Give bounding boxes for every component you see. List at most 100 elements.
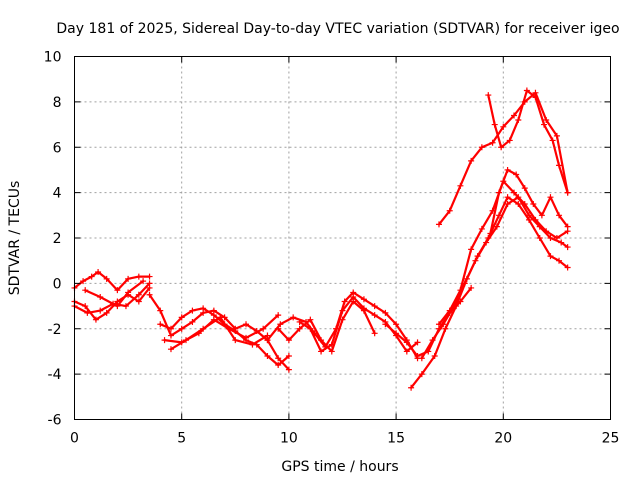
x-tick-label: 25 — [602, 431, 620, 447]
data-point — [511, 189, 518, 196]
data-point — [84, 309, 91, 316]
data-point — [264, 337, 271, 344]
data-point — [564, 223, 571, 230]
data-point — [140, 278, 147, 285]
data-point — [97, 307, 104, 314]
data-point — [146, 291, 153, 298]
data-point — [275, 325, 282, 332]
y-tick-label: 10 — [44, 50, 62, 66]
data-point — [513, 171, 520, 178]
series-markers-track-1 — [71, 269, 153, 294]
data-point — [275, 362, 282, 369]
data-point — [360, 296, 367, 303]
data-point — [498, 144, 505, 151]
data-point — [556, 257, 563, 264]
data-point — [478, 144, 485, 151]
data-point — [243, 321, 250, 328]
data-point — [446, 307, 453, 314]
data-point — [549, 137, 556, 144]
data-point — [491, 121, 498, 128]
data-point — [341, 298, 348, 305]
data-point — [553, 132, 560, 139]
data-point — [122, 303, 129, 310]
data-point — [521, 185, 528, 192]
data-point — [189, 307, 196, 314]
data-point — [290, 314, 297, 321]
data-point — [468, 157, 475, 164]
data-point — [489, 139, 496, 146]
series-line-track-2 — [73, 286, 151, 321]
data-point — [260, 325, 267, 332]
axis-ticks: 0 5 10 15 20 25 -6 -4 -2 0 2 4 6 8 10 — [44, 50, 620, 447]
data-point — [285, 366, 292, 373]
data-point — [307, 316, 314, 323]
data-point — [485, 92, 492, 99]
data-point — [382, 321, 389, 328]
data-point — [558, 239, 565, 246]
y-tick-label: -2 — [48, 322, 62, 338]
data-point — [318, 348, 325, 355]
data-point — [530, 200, 537, 207]
data-point — [418, 355, 425, 362]
series-markers-track-13 — [408, 194, 571, 391]
series-markers-track-18 — [487, 166, 571, 237]
data-point — [564, 264, 571, 271]
x-tick-label: 5 — [177, 431, 186, 447]
data-point — [457, 287, 464, 294]
data-point — [547, 235, 554, 241]
grid-lines — [74, 56, 611, 420]
series-line-track-11 — [298, 295, 419, 353]
data-point — [339, 307, 346, 314]
data-point — [547, 253, 554, 260]
series-line-track-10 — [277, 300, 376, 353]
data-point — [515, 200, 522, 207]
data-point — [167, 325, 174, 332]
x-tick-label: 10 — [280, 431, 298, 447]
data-point — [243, 334, 250, 341]
series-line-track-13 — [410, 196, 569, 389]
data-point — [88, 273, 95, 280]
data-point — [504, 200, 511, 207]
data-point — [189, 318, 196, 325]
data-point — [296, 325, 303, 332]
data-point — [296, 318, 303, 325]
data-point — [95, 269, 102, 276]
data-point — [414, 339, 421, 346]
data-point — [418, 371, 425, 378]
data-point — [468, 246, 475, 253]
data-point — [504, 166, 511, 173]
data-point — [547, 194, 554, 201]
data-point — [414, 352, 421, 359]
data-point — [285, 337, 292, 344]
data-point — [429, 337, 436, 344]
data-point — [182, 337, 189, 344]
series-line-track-18 — [489, 168, 569, 235]
y-tick-label: 2 — [53, 231, 62, 247]
y-tick-label: -6 — [48, 413, 62, 429]
data-point — [328, 348, 335, 355]
data-point — [350, 293, 357, 300]
data-point — [146, 280, 153, 287]
data-point — [504, 194, 511, 201]
data-point — [556, 212, 563, 219]
series-markers-track-4 — [82, 278, 147, 310]
data-point — [523, 87, 530, 94]
data-point — [532, 216, 539, 223]
data-point — [403, 348, 410, 355]
data-point — [200, 305, 207, 312]
data-point — [457, 182, 464, 189]
series-markers-track-17 — [485, 87, 571, 196]
data-point — [435, 221, 442, 228]
data-point — [496, 212, 503, 219]
data-point — [249, 341, 256, 348]
data-point — [543, 117, 550, 124]
data-point — [360, 305, 367, 312]
y-tick-label: 8 — [53, 95, 62, 111]
data-point — [264, 352, 271, 359]
data-point — [431, 352, 438, 359]
data-point — [92, 316, 99, 323]
data-point — [82, 303, 89, 310]
data-point — [556, 162, 563, 169]
data-point — [511, 112, 518, 119]
